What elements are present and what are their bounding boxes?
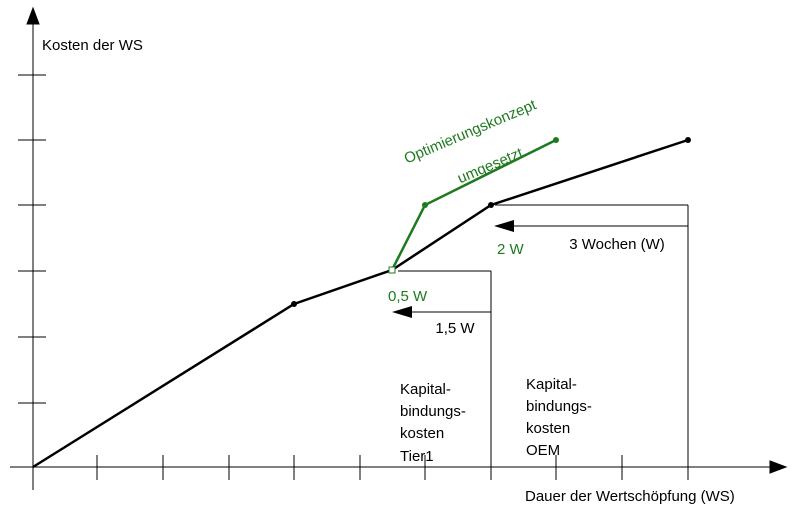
point (422, 202, 428, 208)
duration-label: 3 Wochen (W) (569, 236, 665, 253)
x-arrow (769, 460, 788, 474)
optimization-label: umgesetzt (455, 144, 526, 187)
duration-label: 0,5 W (388, 288, 428, 305)
y-axis-label: Kosten der WS (42, 37, 143, 54)
y-ticks (18, 74, 46, 404)
cost-label: Tier1 (400, 448, 434, 465)
y-arrow (26, 6, 40, 25)
cost-label: kosten (400, 425, 444, 442)
axes (10, 6, 788, 490)
cost-label: bindungs- (400, 403, 466, 420)
cost-label: OEM (526, 442, 560, 459)
point (553, 137, 559, 143)
cost-label: kosten (526, 420, 570, 437)
x-ticks (96, 455, 689, 480)
cost-label: bindungs- (526, 398, 592, 415)
point (291, 301, 297, 307)
duration-label: 2 W (497, 241, 525, 258)
point (685, 137, 691, 143)
oem-arrowhead (494, 220, 514, 232)
cost-label: Kapital- (400, 381, 451, 398)
cost-line (32, 138, 689, 469)
x-axis-label: Dauer der Wertschöpfung (WS) (525, 488, 735, 505)
cost-label: Kapital- (526, 376, 577, 393)
point (488, 202, 494, 208)
point (388, 266, 396, 274)
tier1-arrowhead (392, 306, 412, 318)
duration-label: 1,5 W (435, 320, 475, 337)
